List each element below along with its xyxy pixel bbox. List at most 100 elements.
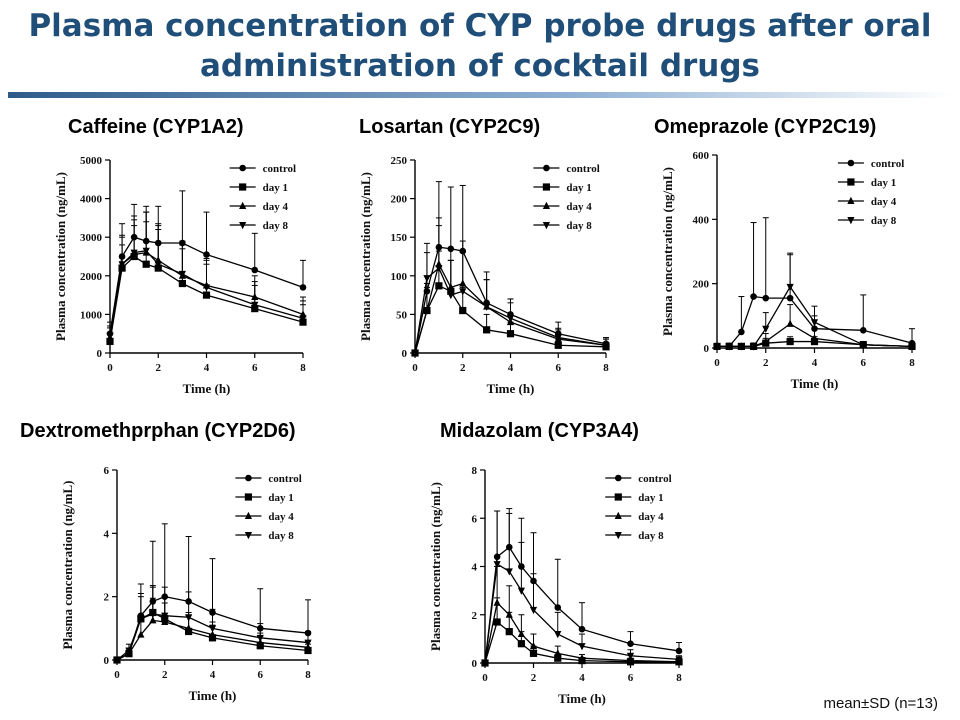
y-tick-label: 4 [472, 562, 478, 574]
data-point [786, 319, 794, 327]
legend-marker [244, 493, 253, 501]
data-point [106, 337, 114, 346]
data-point [142, 260, 150, 268]
legend-label: day 8 [566, 220, 592, 232]
data-point [626, 656, 635, 664]
data-point [185, 627, 193, 636]
data-point [459, 306, 467, 315]
legend-marker [614, 474, 622, 482]
data-point [137, 630, 145, 638]
legend-label: day 8 [871, 215, 897, 227]
x-tick-label: 6 [252, 362, 258, 374]
y-tick-label: 600 [693, 150, 710, 162]
data-point [578, 643, 586, 651]
data-point [602, 342, 610, 350]
chart-omeprazole: 0 200 400 600 0 2 4 6 8 Time (h) Plasma concentrat… [660, 150, 916, 391]
y-tick-label: 2 [472, 610, 478, 622]
y-tick-label: 200 [693, 279, 710, 291]
data-point [142, 247, 150, 255]
y-tick-label: 200 [391, 194, 408, 206]
data-point [154, 261, 162, 269]
legend-label: day 1 [638, 492, 663, 504]
y-tick-label: 100 [391, 271, 408, 283]
data-point [505, 610, 513, 618]
data-point [202, 284, 211, 292]
data-point [149, 611, 157, 619]
legend-label: control [263, 163, 296, 175]
series-day-8 [106, 211, 307, 340]
y-tick-label: 0 [704, 343, 710, 355]
legend-label: day 4 [268, 511, 294, 523]
legend-marker [245, 474, 252, 482]
data-point [113, 657, 121, 665]
y-tick-label: 400 [693, 214, 710, 226]
data-point [435, 265, 443, 273]
slide-title: Plasma concentration of CYP probe drugs … [0, 6, 960, 86]
panel-title-losartan: Losartan (CYP2C9) [359, 116, 541, 138]
data-point [483, 326, 491, 334]
x-tick-label: 0 [107, 362, 113, 374]
x-tick-label: 4 [812, 357, 818, 369]
data-point [130, 249, 138, 257]
data-point [578, 653, 586, 662]
x-tick-label: 0 [412, 362, 418, 374]
x-tick-label: 8 [603, 362, 609, 374]
legend-marker [847, 178, 855, 186]
data-point [506, 330, 515, 338]
data-point [554, 334, 562, 342]
legend-marker [542, 222, 551, 230]
legend-marker [244, 532, 253, 540]
data-point [554, 649, 562, 657]
x-tick-label: 2 [460, 362, 466, 374]
data-point [447, 292, 455, 300]
x-tick-label: 8 [909, 357, 915, 369]
y-tick-label: 250 [391, 155, 408, 167]
data-point [251, 266, 259, 274]
data-point [725, 343, 733, 351]
y-tick-label: 0 [402, 348, 408, 360]
data-point [208, 625, 217, 633]
data-point [178, 270, 186, 279]
data-point [299, 315, 307, 323]
legend-marker [614, 493, 622, 501]
x-tick-label: 0 [714, 357, 720, 369]
series-control [713, 217, 916, 350]
data-point [517, 587, 525, 595]
data-point [908, 343, 916, 351]
legend-label: control [871, 158, 904, 170]
data-point [554, 654, 562, 662]
legend-marker [542, 201, 551, 209]
legend-marker [239, 201, 247, 209]
y-axis-label: Plasma concentration (ng/mL) [53, 172, 68, 341]
data-point [810, 337, 819, 346]
data-point [161, 617, 169, 625]
legend-label: day 4 [566, 201, 592, 213]
y-axis-label: Plasma concentration (ng/mL) [60, 481, 75, 650]
x-axis-label: Time (h) [791, 376, 839, 391]
data-point [505, 628, 513, 636]
x-axis-label: Time (h) [487, 381, 535, 396]
legend-marker [847, 217, 855, 225]
legend-marker [614, 532, 622, 540]
data-point [517, 640, 525, 648]
series-day-8 [713, 254, 916, 351]
data-point [859, 341, 867, 349]
series-day-8 [113, 585, 312, 665]
x-tick-label: 2 [156, 362, 162, 374]
series-day-8 [411, 225, 610, 358]
legend-label: day 8 [638, 530, 664, 542]
chart-losartan: 0 50 100 150 200 250 0 2 4 6 8 Time (h) Plasma conce… [358, 155, 610, 396]
x-axis-label: Time (h) [558, 691, 606, 706]
y-tick-label: 150 [391, 232, 408, 244]
x-tick-label: 2 [763, 357, 769, 369]
data-point [786, 337, 794, 346]
y-tick-label: 0 [472, 658, 478, 670]
data-point [749, 343, 758, 351]
data-point [161, 612, 169, 620]
x-tick-label: 6 [258, 669, 264, 681]
x-tick-label: 6 [628, 672, 634, 684]
data-point [125, 647, 133, 655]
data-point [786, 294, 794, 302]
data-point [106, 332, 114, 340]
y-tick-label: 3000 [80, 232, 103, 244]
